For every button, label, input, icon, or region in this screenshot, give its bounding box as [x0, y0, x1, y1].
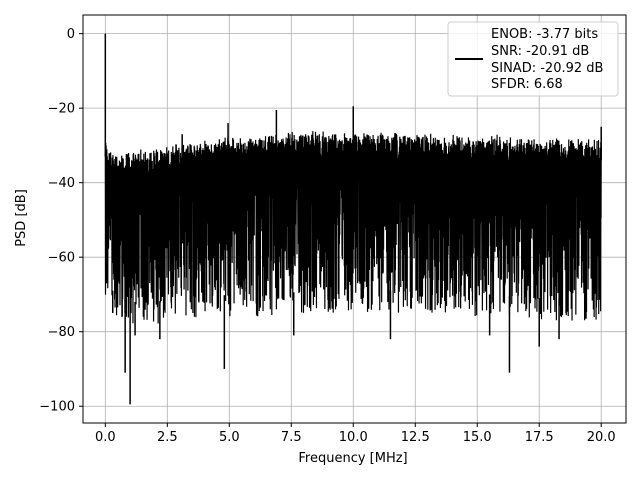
legend-sfdr: SFDR: 6.68: [491, 77, 563, 92]
x-ticks: 0.0 2.5 5.0 7.5 10.0 12.5 15.0 17.5 20.0: [95, 423, 616, 445]
x-tick-label: 5.0: [219, 430, 240, 445]
x-tick-label: 7.5: [281, 430, 302, 445]
legend-sinad: SINAD: -20.92 dB: [491, 61, 603, 76]
y-ticks: 0 −20 −40 −60 −80 −100: [39, 27, 83, 415]
legend-box: [447, 21, 619, 97]
y-tick-label: −20: [48, 102, 75, 117]
x-tick-label: 17.5: [525, 430, 554, 445]
x-tick-label: 0.0: [95, 430, 116, 445]
plot-area: [104, 33, 602, 405]
x-tick-label: 12.5: [401, 430, 430, 445]
x-tick-label: 15.0: [463, 430, 492, 445]
x-tick-label: 2.5: [157, 430, 178, 445]
y-tick-label: −60: [48, 251, 75, 266]
y-tick-label: 0: [67, 27, 75, 42]
legend: ENOB: -3.77 bits SNR: -20.91 dB SINAD: -…: [447, 21, 619, 97]
legend-enob: ENOB: -3.77 bits: [491, 27, 598, 42]
legend-snr: SNR: -20.91 dB: [491, 44, 589, 59]
axes-frame: [82, 14, 627, 424]
x-tick-label: 20.0: [587, 430, 616, 445]
y-tick-label: −80: [48, 325, 75, 340]
y-axis-label: PSD [dB]: [14, 189, 29, 247]
y-tick-label: −40: [48, 176, 75, 191]
x-axis-label: Frequency [MHz]: [298, 451, 407, 466]
x-tick-label: 10.0: [339, 430, 368, 445]
y-tick-label: −100: [39, 400, 75, 415]
